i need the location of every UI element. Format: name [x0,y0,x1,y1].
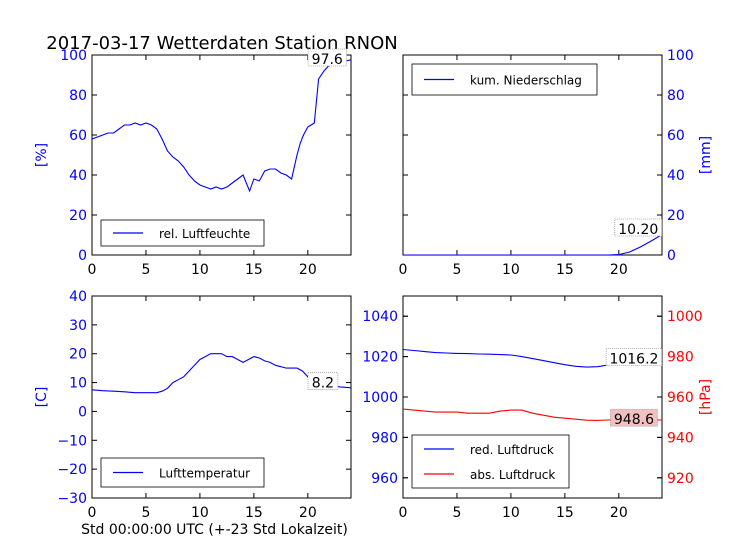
y-tick-label: 1000 [362,390,398,406]
x-tick-label: 15 [556,505,574,521]
y-tick-label: 0 [78,404,87,420]
annotation-label: 97.6 [312,52,343,68]
y-tick-label: −10 [57,433,87,449]
y-tick-label: 960 [371,471,398,487]
annotation-label: 10.20 [618,222,658,238]
annotation-box [614,218,663,237]
x-tick-label: 10 [502,505,520,521]
legend-label: Lufttemperatur [159,467,250,481]
x-tick-label: 5 [452,505,461,521]
annotation-label: 948.6 [614,412,654,428]
y-tick-label: 40 [69,289,87,305]
legend-label: kum. Niederschlag [470,74,582,88]
legend-label: rel. Luftfeuchte [159,227,250,241]
annotation-box [307,48,347,67]
x-axis-label: Std 00:00:00 UTC (+-23 Std Lokalzeit) [81,522,348,538]
y-tick-label: 20 [69,347,87,363]
x-tick-label: 5 [452,262,461,278]
x-tick-label: 15 [245,505,263,521]
y-tick-label-right: 1000 [667,309,703,325]
x-tick-label: 0 [88,505,97,521]
x-tick-label: 0 [399,262,408,278]
x-tick-label: 10 [191,505,209,521]
series-line-kum-niederschlag [403,234,662,255]
chart-precipitation: 0 5 10 15 20 0 20 40 60 80 100 [mm] 10.20 kum. Nieder… [399,48,714,278]
y-tick-label-right: 960 [667,390,694,406]
y-tick-label: 980 [371,430,398,446]
x-tick-label: 10 [191,262,209,278]
y-tick-label: 20 [69,208,87,224]
x-tick-label: 10 [502,262,520,278]
x-tick-label: 20 [299,505,317,521]
y-tick-label: 0 [78,248,87,264]
annotation-box [307,372,339,390]
y-tick-label-right: 60 [667,128,685,144]
y-axis-label: [hPa] [698,379,714,415]
y-tick-label: 100 [60,48,87,64]
y-tick-label-right: 80 [667,88,685,104]
plot-frame [91,295,352,499]
y-tick-label: 1040 [362,309,398,325]
y-tick-label: 1020 [362,350,398,366]
y-tick-label-right: 0 [667,248,676,264]
y-tick-label-right: 940 [667,430,694,446]
annotation-label: 1016.2 [609,352,658,368]
y-tick-label: 60 [69,128,87,144]
y-tick-label: 30 [69,318,87,334]
y-axis-label: [mm] [698,136,714,174]
annotation-box [610,408,658,427]
x-tick-label: 0 [88,262,97,278]
y-tick-label-right: 100 [667,48,694,64]
x-tick-label: 5 [141,505,150,521]
x-tick-label: 15 [245,262,263,278]
y-axis-label: [%] [34,143,50,167]
annotation-box [605,348,663,367]
chart-pressure: 0 5 10 15 20 960 980 1000 1020 1040 920 940 960 980 10… [362,295,714,521]
y-tick-label-right: 20 [667,208,685,224]
x-tick-label: 0 [399,505,408,521]
x-tick-label: 20 [610,505,628,521]
legend-label: red. Luftdruck [470,443,554,457]
x-tick-label: 15 [556,262,574,278]
annotation-label: 8.2 [312,376,334,392]
legend-box [411,434,570,489]
y-axis-label: [C] [34,387,50,408]
legend-label: abs. Luftdruck [470,468,555,482]
figure-title: 2017-03-17 Wetterdaten Station RNON [46,33,397,54]
y-tick-label-right: 40 [667,168,685,184]
chart-humidity: 0 5 10 15 20 0 20 40 60 80 100 [%] 97.6 rel. Luftfeuc… [34,48,352,278]
y-tick-label-right: 980 [667,350,694,366]
x-tick-label: 5 [141,262,150,278]
y-tick-label: 10 [69,376,87,392]
y-tick-label-right: 920 [667,471,694,487]
y-tick-label: −20 [57,462,87,478]
y-tick-label: 40 [69,168,87,184]
chart-temperature: 0 5 10 15 20 −30 −20 −10 0 10 20 30 40 [C] Std 00:00:0… [34,289,352,538]
y-tick-label: 80 [69,88,87,104]
series-line-lufttemperatur [92,353,351,394]
y-tick-label: −30 [57,491,87,507]
plot-frame [91,54,352,256]
series-line-rel-luftfeuchte [92,59,351,193]
x-tick-label: 20 [299,262,317,278]
x-tick-label: 20 [610,262,628,278]
